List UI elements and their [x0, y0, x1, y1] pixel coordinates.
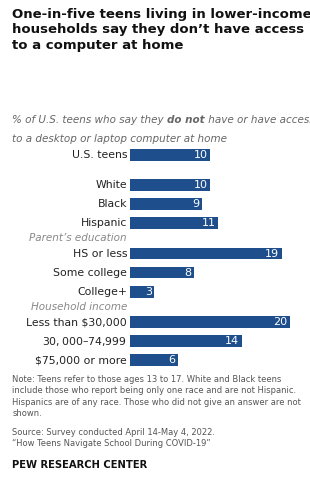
Text: $30,000–$74,999: $30,000–$74,999	[42, 334, 127, 348]
Bar	[130, 316, 290, 328]
Text: Black: Black	[98, 199, 127, 209]
Text: 6: 6	[169, 355, 176, 365]
Bar	[130, 267, 194, 279]
Text: PEW RESEARCH CENTER: PEW RESEARCH CENTER	[12, 460, 148, 470]
Text: 9: 9	[193, 199, 200, 209]
Text: 8: 8	[184, 268, 192, 278]
Text: $75,000 or more: $75,000 or more	[35, 355, 127, 365]
Text: have or have access: have or have access	[205, 115, 310, 125]
Text: 11: 11	[202, 218, 215, 228]
Text: do not: do not	[167, 115, 205, 125]
Text: to a desktop or laptop computer at home: to a desktop or laptop computer at home	[12, 134, 228, 144]
Bar	[130, 179, 210, 191]
Bar	[130, 217, 218, 229]
Bar	[130, 335, 242, 347]
Text: Less than $30,000: Less than $30,000	[26, 317, 127, 327]
Text: U.S. teens: U.S. teens	[72, 150, 127, 160]
Text: Hispanic: Hispanic	[81, 218, 127, 228]
Text: Source: Survey conducted April 14-May 4, 2022.
“How Teens Navigate School During: Source: Survey conducted April 14-May 4,…	[12, 428, 215, 448]
Bar	[130, 198, 202, 210]
Text: Household income: Household income	[31, 302, 127, 312]
Bar	[130, 354, 178, 366]
Text: Note: Teens refer to those ages 13 to 17. White and Black teens
include those wh: Note: Teens refer to those ages 13 to 17…	[12, 375, 301, 418]
Text: 14: 14	[225, 336, 239, 346]
Text: % of U.S. teens who say they: % of U.S. teens who say they	[12, 115, 167, 125]
Text: 19: 19	[265, 248, 279, 259]
Text: Some college: Some college	[53, 268, 127, 278]
Bar	[130, 149, 210, 161]
Bar	[130, 247, 282, 260]
Text: 20: 20	[273, 317, 287, 327]
Text: HS or less: HS or less	[73, 248, 127, 259]
Bar	[130, 286, 154, 297]
Text: Parent’s education: Parent’s education	[29, 233, 127, 243]
Text: College+: College+	[77, 287, 127, 297]
Text: 10: 10	[193, 180, 207, 190]
Text: 3: 3	[145, 287, 152, 297]
Text: One-in-five teens living in lower-income
households say they don’t have access
t: One-in-five teens living in lower-income…	[12, 8, 310, 51]
Text: White: White	[95, 180, 127, 190]
Text: 10: 10	[193, 150, 207, 160]
